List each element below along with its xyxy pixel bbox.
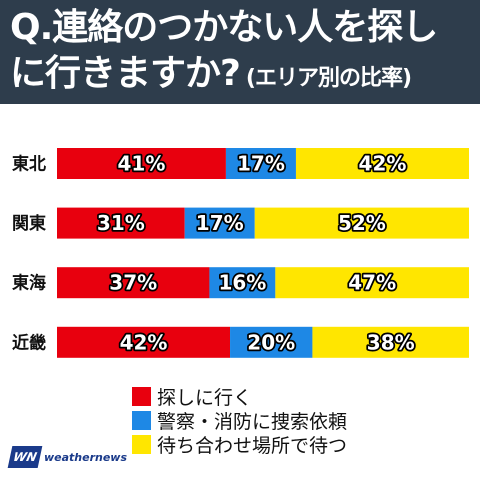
- bar-kanto-police: [184, 207, 255, 239]
- category-label-kinki: 近畿: [12, 332, 46, 353]
- legend-label-police: 警察・消防に捜索依頼: [157, 410, 348, 433]
- data-label-kinki-police: 20%: [247, 330, 295, 354]
- legend-swatch-wait: [132, 434, 151, 454]
- bar-tohoku-police: [225, 148, 296, 179]
- legend: 探しに行く 警察・消防に捜索依頼 待ち合わせ場所で待つ: [132, 384, 348, 457]
- bar-kinki-police: [230, 326, 313, 358]
- weathernews-logo: WN weathernews: [7, 446, 128, 468]
- chart-title-line2-text: に行きますか?: [10, 53, 241, 94]
- bar-tohoku-wait: [295, 148, 469, 179]
- bar-kinki-wait: [312, 326, 469, 358]
- data-label-tokai-police: 16%: [218, 271, 266, 295]
- bar-tokai-police: [209, 267, 276, 299]
- bar-tokai-wait: [275, 267, 469, 299]
- bar-kanto-search: [57, 207, 185, 239]
- data-label-kinki-search: 42%: [120, 330, 168, 354]
- stacked-bar-chart: 東北 41% 17% 42% 関東 31% 17% 52% 東海 37% 16% 47% 近畿 42% 20…: [12, 148, 469, 358]
- legend-swatch-police: [132, 410, 151, 430]
- data-label-tokai-wait: 47%: [348, 271, 396, 295]
- data-label-tohoku-police: 17%: [237, 152, 285, 176]
- category-label-tokai: 東海: [12, 273, 46, 294]
- legend-label-wait: 待ち合わせ場所で待つ: [157, 434, 348, 457]
- legend-swatch-search: [132, 386, 151, 406]
- legend-label-search: 探しに行く: [157, 386, 253, 409]
- data-label-tohoku-wait: 42%: [359, 152, 407, 176]
- data-label-kanto-wait: 52%: [338, 211, 386, 235]
- data-label-tohoku-search: 41%: [118, 152, 166, 176]
- bar-tokai-search: [57, 267, 210, 299]
- data-label-kanto-police: 17%: [196, 211, 244, 235]
- bar-tohoku-search: [57, 148, 226, 179]
- legend-item-search: 探しに行く: [132, 384, 347, 409]
- chart-title-line1: Q.連絡のつかない人を探し: [10, 7, 438, 48]
- bar-kinki-search: [57, 326, 231, 358]
- logo-mark: WN: [7, 446, 43, 468]
- category-label-tohoku: 東北: [12, 154, 46, 175]
- header-banner: Q.連絡のつかない人を探し に行きますか? (エリア別の比率): [0, 0, 480, 104]
- legend-item-police: 警察・消防に捜索依頼: [132, 408, 348, 433]
- logo-text: weathernews: [44, 450, 128, 464]
- chart-subtitle: (エリア別の比率): [245, 66, 412, 91]
- bar-kanto-wait: [254, 207, 469, 239]
- data-label-kinki-wait: 38%: [367, 330, 415, 354]
- data-label-kanto-search: 31%: [97, 211, 145, 235]
- chart-title-line2: に行きますか? (エリア別の比率): [10, 52, 412, 101]
- category-label-kanto: 関東: [12, 213, 46, 234]
- data-label-tokai-search: 37%: [109, 271, 157, 295]
- legend-item-wait: 待ち合わせ場所で待つ: [132, 432, 348, 457]
